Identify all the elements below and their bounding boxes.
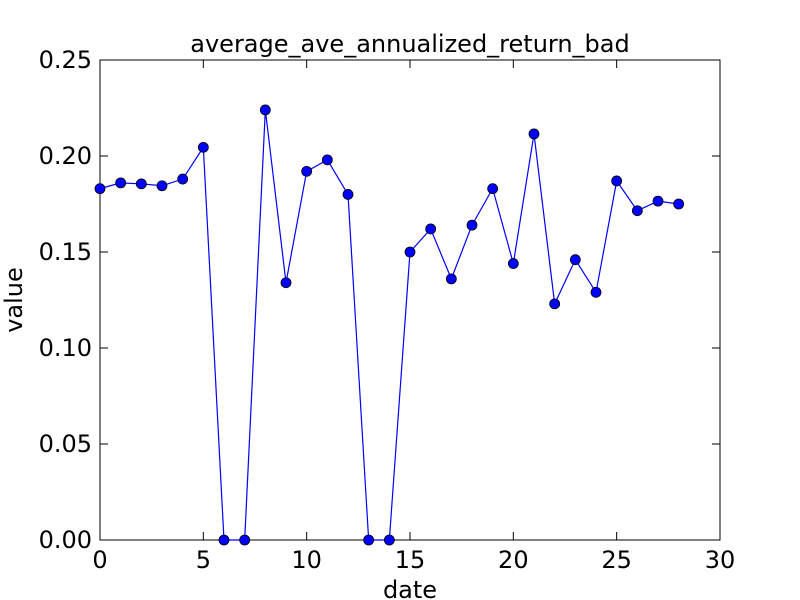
y-tick-label: 0.25 bbox=[39, 46, 92, 74]
data-point bbox=[631, 205, 643, 217]
series-markers bbox=[94, 104, 685, 546]
data-point bbox=[652, 195, 664, 207]
x-axis-label: date bbox=[383, 576, 437, 600]
data-point bbox=[487, 183, 499, 195]
data-point bbox=[611, 175, 623, 187]
x-tick-label: 0 bbox=[92, 546, 107, 574]
axis-ticks bbox=[99, 59, 721, 541]
x-tick-label: 20 bbox=[498, 546, 529, 574]
data-point bbox=[528, 128, 540, 140]
data-point bbox=[549, 298, 561, 310]
data-point bbox=[156, 180, 168, 192]
x-tick-label: 10 bbox=[291, 546, 322, 574]
y-tick-label: 0.10 bbox=[39, 334, 92, 362]
axis-tick-labels: 0 5 10 15 20 25 30 0.00 0.05 0.10 0.15 0.20 0.25 bbox=[39, 46, 736, 574]
data-point bbox=[363, 534, 375, 546]
data-point bbox=[135, 178, 147, 190]
data-point bbox=[569, 254, 581, 266]
x-tick-label: 25 bbox=[601, 546, 632, 574]
x-tick-label: 5 bbox=[196, 546, 211, 574]
data-point bbox=[445, 273, 457, 285]
x-tick-label: 30 bbox=[705, 546, 736, 574]
data-point bbox=[259, 104, 271, 116]
data-point bbox=[507, 258, 519, 269]
plot-area bbox=[99, 59, 721, 541]
data-point bbox=[177, 173, 189, 185]
data-point bbox=[466, 219, 478, 231]
y-tick-label: 0.15 bbox=[39, 238, 92, 266]
data-point bbox=[301, 165, 313, 177]
data-point bbox=[425, 223, 437, 235]
data-point bbox=[94, 183, 106, 195]
data-point bbox=[590, 286, 602, 298]
data-point bbox=[342, 188, 354, 200]
data-point bbox=[239, 534, 251, 546]
data-point bbox=[115, 177, 127, 189]
data-point bbox=[383, 534, 395, 546]
y-tick-label: 0.00 bbox=[39, 526, 92, 554]
data-point bbox=[404, 246, 416, 258]
data-point bbox=[218, 534, 230, 546]
y-axis-label: value bbox=[0, 267, 28, 333]
data-point bbox=[197, 141, 209, 153]
x-tick-label: 15 bbox=[395, 546, 426, 574]
y-tick-label: 0.20 bbox=[39, 142, 92, 170]
chart-title: average_ave_annualized_return_bad bbox=[190, 30, 629, 58]
data-point bbox=[280, 277, 292, 289]
data-point bbox=[673, 198, 685, 210]
y-tick-label: 0.05 bbox=[39, 430, 92, 458]
data-point bbox=[321, 154, 333, 166]
